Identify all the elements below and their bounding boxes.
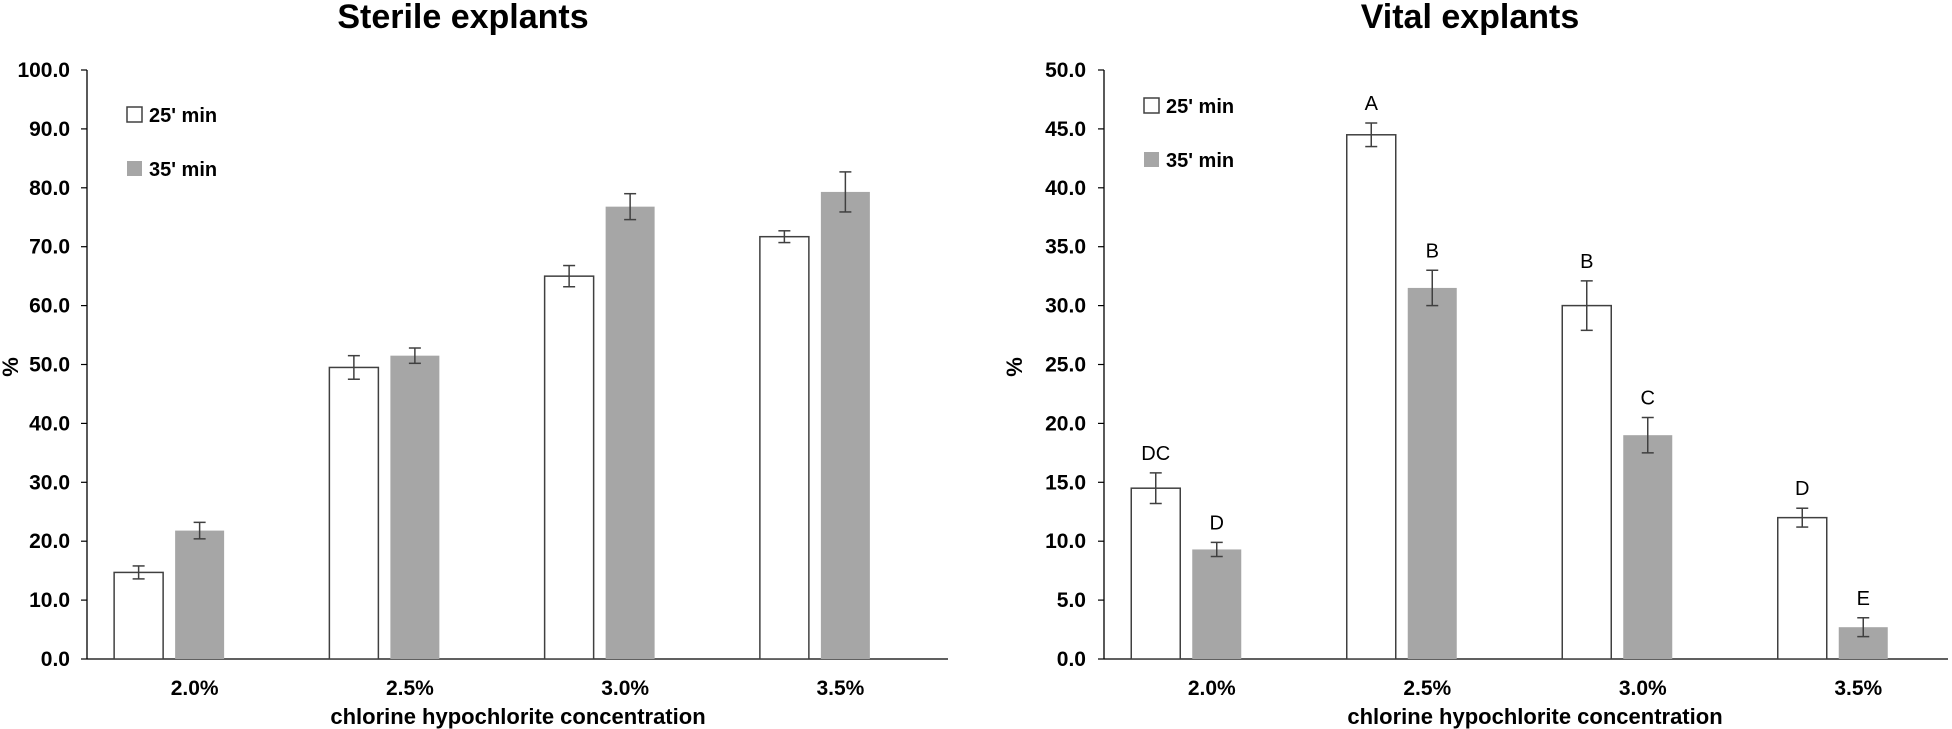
y-tick-label: 100.0 <box>17 59 70 82</box>
legend-swatch-35min <box>1144 152 1159 167</box>
x-axis-label: chlorine hypochlorite concentration <box>330 704 705 729</box>
legend-swatch-25min <box>1143 97 1160 114</box>
bar-35min <box>1192 549 1242 659</box>
significance-letter: B <box>1426 240 1439 262</box>
y-tick-label: 60.0 <box>29 295 70 318</box>
significance-letter: C <box>1641 388 1655 410</box>
y-tick-label: 30.0 <box>1045 295 1086 318</box>
bar-35min <box>1623 435 1673 659</box>
x-axis-label: chlorine hypochlorite concentration <box>1347 704 1722 729</box>
y-axis-label: % <box>0 357 23 377</box>
y-tick-label: 0.0 <box>1057 648 1086 671</box>
sterile-explants-chart: Sterile explants % chlorine hypochlorite… <box>0 0 948 729</box>
legend-label-35min: 35' min <box>149 159 217 181</box>
y-tick-label: 35.0 <box>1045 236 1086 259</box>
y-tick-label: 10.0 <box>29 589 70 612</box>
bar-25min <box>543 275 595 660</box>
legend-label-25min: 25' min <box>1166 96 1234 118</box>
bar-35min <box>175 530 225 659</box>
bar-35min <box>390 355 440 659</box>
legend: 25' min 35' min <box>1143 96 1234 172</box>
legend-swatch-25min <box>126 106 143 123</box>
y-tick-label: 25.0 <box>1045 354 1086 377</box>
x-tick-label: 3.0% <box>1619 677 1667 700</box>
chart-title: Vital explants <box>1361 0 1580 36</box>
x-tick-label: 3.0% <box>601 677 649 700</box>
y-tick-label: 50.0 <box>1045 59 1086 82</box>
y-tick-label: 20.0 <box>29 530 70 553</box>
y-tick-label: 80.0 <box>29 177 70 200</box>
significance-letter: D <box>1795 478 1809 500</box>
significance-letter: E <box>1857 588 1870 610</box>
bar-35min <box>1407 287 1457 659</box>
x-tick-label: 2.5% <box>1403 677 1451 700</box>
y-tick-label: 5.0 <box>1057 589 1086 612</box>
x-tick-label: 2.0% <box>171 677 219 700</box>
y-tick-label: 70.0 <box>29 236 70 259</box>
bar-25min <box>1777 516 1828 660</box>
bar-25min <box>328 366 380 660</box>
bar-25min <box>113 571 164 660</box>
y-tick-label: 20.0 <box>1045 412 1086 435</box>
y-tick-label: 0.0 <box>41 648 70 671</box>
y-tick-label: 90.0 <box>29 118 70 141</box>
bar-25min <box>759 235 810 660</box>
y-tick-label: 10.0 <box>1045 530 1086 553</box>
bar-35min <box>605 206 655 659</box>
plot-area: 0.0 5.0 10.0 15.0 20.0 25.0 30.0 35.0 40.0 45.0 50… <box>1045 59 1948 700</box>
x-tick-label: 2.5% <box>386 677 434 700</box>
legend-swatch-35min <box>127 161 142 176</box>
legend: 25' min 35' min <box>126 105 217 181</box>
significance-letter: DC <box>1141 443 1170 465</box>
y-tick-label: 15.0 <box>1045 471 1086 494</box>
bar-25min <box>1130 487 1181 660</box>
significance-letter: D <box>1210 512 1224 534</box>
y-tick-label: 45.0 <box>1045 118 1086 141</box>
y-tick-label: 30.0 <box>29 471 70 494</box>
y-tick-label: 40.0 <box>1045 177 1086 200</box>
x-tick-label: 2.0% <box>1188 677 1236 700</box>
y-tick-label: 50.0 <box>29 354 70 377</box>
legend-label-35min: 35' min <box>1166 150 1234 172</box>
y-tick-label: 40.0 <box>29 412 70 435</box>
bar-35min <box>820 191 870 659</box>
significance-letter: B <box>1580 251 1593 273</box>
chart-title: Sterile explants <box>337 0 588 36</box>
significance-letter: A <box>1365 93 1379 115</box>
legend-label-25min: 25' min <box>149 105 217 127</box>
x-tick-label: 3.5% <box>816 677 864 700</box>
plot-area: 0.0 10.0 20.0 30.0 40.0 50.0 60.0 70.0 80.0 90.0 1… <box>17 59 948 700</box>
vital-explants-chart: Vital explants % chlorine hypochlorite c… <box>1002 0 1948 729</box>
x-tick-label: 3.5% <box>1834 677 1882 700</box>
bar-25min <box>1561 304 1612 660</box>
bar-25min <box>1346 134 1397 660</box>
y-axis-label: % <box>1002 357 1027 377</box>
